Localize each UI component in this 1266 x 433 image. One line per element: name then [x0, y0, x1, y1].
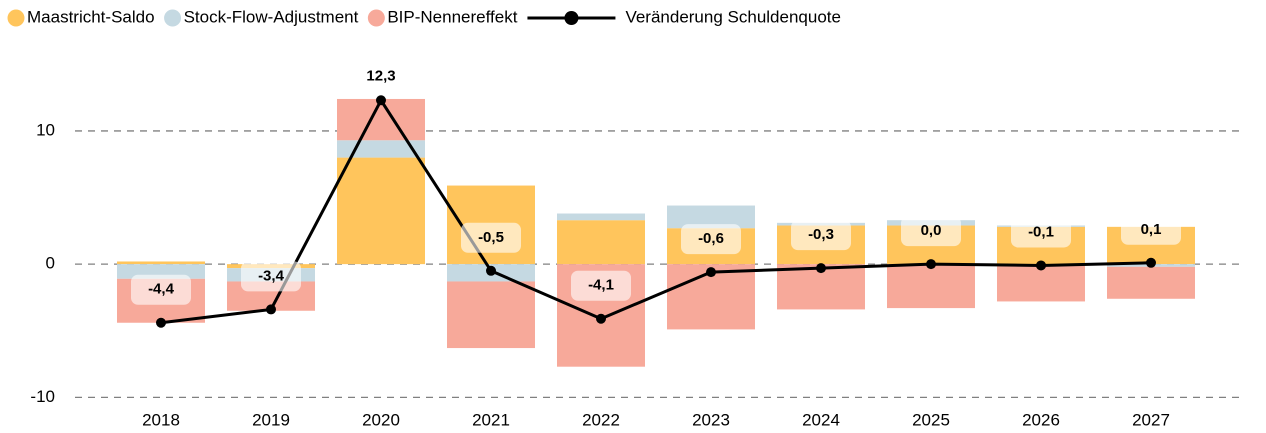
label-box [461, 222, 521, 253]
legend-swatch [7, 9, 25, 27]
label-box [1121, 214, 1181, 245]
x-tick-label: 2023 [692, 410, 730, 429]
legend-dot [564, 11, 579, 25]
line-point [596, 313, 606, 324]
line-point [706, 267, 716, 278]
line-point [266, 304, 276, 315]
value-label: -0,5 [478, 229, 504, 246]
bar-segment [337, 98, 425, 141]
legend-label: Maastricht-Saldo [27, 7, 155, 26]
legend-label: Stock-Flow-Adjustment [184, 7, 359, 26]
value-label: 0,1 [1141, 221, 1162, 238]
value-label: 0,0 [921, 222, 942, 239]
line-point [926, 259, 936, 270]
line-point [816, 263, 826, 274]
label-box [901, 216, 961, 247]
line-point [1146, 257, 1156, 268]
value-label: -0,6 [698, 230, 724, 247]
bar-segment [667, 205, 755, 229]
bar-segment [337, 157, 425, 265]
x-tick-label: 2018 [142, 410, 180, 429]
value-label: -4,4 [148, 281, 175, 298]
label-box [681, 224, 741, 255]
x-tick-label: 2022 [582, 410, 620, 429]
x-tick-label: 2025 [912, 410, 950, 429]
bar-segment [887, 264, 975, 309]
y-tick-label: 0 [46, 254, 55, 273]
bar-segment [557, 220, 645, 265]
lines [156, 95, 1156, 328]
bar-segment [557, 213, 645, 221]
value-label: -3,4 [258, 267, 285, 284]
value-label: -0,1 [1028, 223, 1054, 240]
x-tick-label: 2027 [1132, 410, 1170, 429]
x-tick-label: 2026 [1022, 410, 1060, 429]
x-tick-label: 2020 [362, 410, 400, 429]
legend-swatch [164, 9, 182, 27]
legend-label: Veränderung Schuldenquote [625, 7, 841, 26]
value-label: -0,3 [808, 226, 834, 243]
legend-swatch [367, 9, 385, 27]
legend-label: BIP-Nennereffekt [387, 7, 517, 26]
line-point [156, 317, 166, 328]
bar-segment [447, 281, 535, 349]
bar-segment [1107, 266, 1195, 299]
line-point [486, 265, 496, 276]
y-tick-label: -10 [30, 387, 55, 406]
x-tick-label: 2019 [252, 410, 290, 429]
x-tick-label: 2024 [802, 410, 840, 429]
bar-segment [117, 261, 205, 265]
y-tick-label: 10 [36, 120, 55, 139]
label-box [791, 220, 851, 251]
labels: -4,4 -3,4 12,3 -0,5 -4,1 -0,6 -0,3 0,0 -0,1 0,1 [131, 67, 1181, 305]
line-point [376, 95, 386, 106]
label-box [241, 261, 301, 292]
label-box [131, 274, 191, 305]
x-tick-label: 2021 [472, 410, 510, 429]
line-point [1036, 260, 1046, 271]
label-box [1011, 217, 1071, 248]
value-label: 12,3 [366, 67, 395, 84]
line [160, 97, 1152, 325]
label-box [571, 270, 631, 301]
value-label: -4,1 [588, 277, 614, 294]
